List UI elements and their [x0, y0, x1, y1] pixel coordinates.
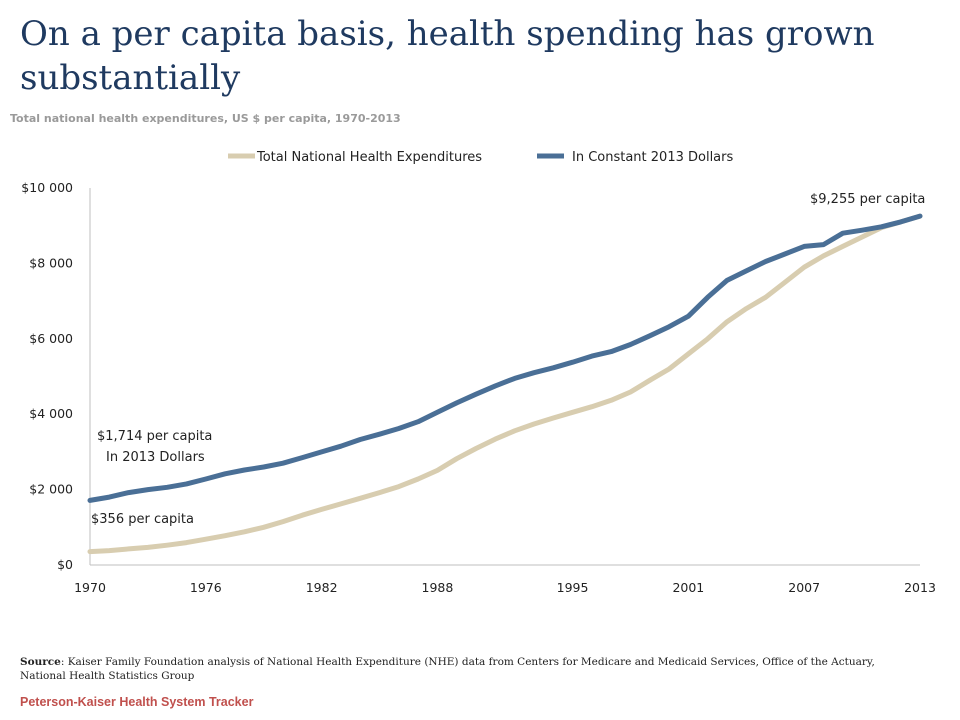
y-tick-label: $10 000 — [21, 180, 73, 195]
x-tick-label: 1976 — [190, 580, 222, 595]
annotation-end-value: $9,255 per capita — [810, 192, 925, 207]
series-line-constant — [87, 213, 923, 503]
chart-title: On a per capita basis, health spending h… — [20, 14, 875, 98]
x-tick-label: 2013 — [904, 580, 936, 595]
source-note: Source: Kaiser Family Foundation analysi… — [20, 655, 920, 683]
annotation-start-constant-sub: In 2013 Dollars — [106, 450, 205, 465]
y-tick-label: $8 000 — [29, 255, 73, 270]
chart-subtitle: Total national health expenditures, US $… — [10, 112, 401, 125]
x-tick-label: 1970 — [74, 580, 106, 595]
y-tick-label: $2 000 — [29, 482, 73, 497]
annotation-start-constant: $1,714 per capita — [97, 429, 212, 444]
y-tick-label: $4 000 — [29, 406, 73, 421]
x-tick-label: 1995 — [557, 580, 589, 595]
line-chart: Total National Health Expenditures In Co… — [21, 150, 936, 595]
y-tick-label: $0 — [57, 557, 73, 572]
x-tick-labels: 1970 1976 1982 1988 1995 2001 2007 2013 — [74, 580, 936, 595]
footer-brand: Peterson-Kaiser Health System Tracker — [20, 695, 254, 709]
x-tick-label: 2001 — [672, 580, 704, 595]
series-lines — [87, 213, 923, 555]
legend-label-constant: In Constant 2013 Dollars — [572, 150, 733, 165]
source-label: Source — [20, 656, 61, 668]
x-tick-label: 2007 — [788, 580, 820, 595]
annotation-start-nominal: $356 per capita — [91, 512, 194, 527]
x-tick-label: 1988 — [422, 580, 454, 595]
source-text: : Kaiser Family Foundation analysis of N… — [20, 656, 875, 682]
y-tick-labels: $0 $2 000 $4 000 $6 000 $8 000 $10 000 — [21, 180, 73, 572]
legend-label-nominal: Total National Health Expenditures — [256, 150, 482, 165]
x-tick-label: 1982 — [306, 580, 338, 595]
series-line-nominal — [87, 213, 923, 555]
y-tick-label: $6 000 — [29, 331, 73, 346]
legend: Total National Health Expenditures In Co… — [228, 150, 733, 165]
